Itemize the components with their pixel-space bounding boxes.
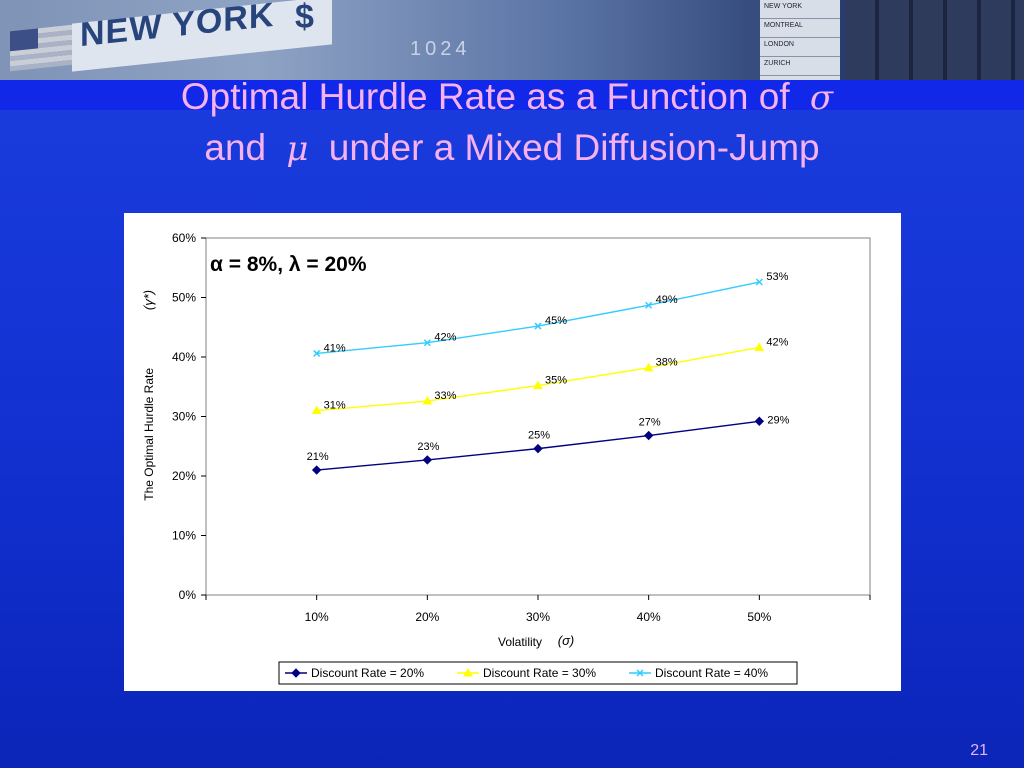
chart-panel: 0% 10% 20% 30% 40% 50% 60% 10% 20% 30% 40% 50% Volat… (124, 213, 901, 691)
series-2-point (754, 342, 765, 351)
x-tick-label: 30% (526, 610, 550, 624)
series-1-data-label: 23% (417, 441, 439, 453)
board-panels (845, 0, 1024, 80)
series-2-data-label: 42% (766, 336, 788, 348)
x-tick-label: 10% (305, 610, 329, 624)
mu-symbol: μ (286, 129, 309, 169)
x-tick-label: 40% (637, 610, 661, 624)
slide-title: Optimal Hurdle Rate as a Function of σ a… (0, 72, 1024, 174)
series-3-point (423, 339, 431, 347)
page-number: 21 (970, 742, 988, 759)
legend-marker-1 (291, 668, 301, 678)
series-2-data-label: 35% (545, 375, 567, 387)
board-digits: 1024 (410, 38, 471, 60)
departure-board: NEW YORK MONTREAL LONDON ZURICH (760, 0, 840, 80)
series-1-point (311, 465, 322, 475)
title-text-2: under a Mixed Diffusion-Jump (328, 127, 820, 168)
series-2-data-label: 33% (434, 390, 456, 402)
x-axis-symbol: (σ) (558, 633, 575, 648)
y-tick-label: 20% (172, 469, 196, 483)
y-tick-label: 60% (172, 231, 196, 245)
plot-area (205, 237, 871, 596)
series-1-point (643, 430, 654, 441)
x-tick-label: 50% (747, 610, 771, 624)
board-item: MONTREAL (760, 19, 840, 38)
line-chart: 0% 10% 20% 30% 40% 50% 60% 10% 20% 30% 40% 50% Volat… (141, 231, 871, 685)
legend-label-3: Discount Rate = 40% (655, 666, 768, 680)
x-tick-label: 20% (415, 610, 439, 624)
board-item: NEW YORK (760, 0, 840, 19)
y-tick-label: 50% (172, 291, 196, 305)
us-flag-image (10, 24, 72, 72)
y-tick-label: 40% (172, 350, 196, 364)
board-item: ZURICH (760, 57, 840, 76)
series-3-data-label: 42% (434, 332, 456, 344)
series-1-data-label: 27% (639, 417, 661, 429)
y-axis-symbol: (γ*) (141, 290, 156, 310)
chart-annotation: α = 8%, λ = 20% (210, 253, 367, 276)
series-3-point (313, 349, 321, 357)
series-2-point (533, 380, 543, 390)
series-1-point (754, 416, 765, 426)
series-3-data-label: 45% (545, 315, 567, 327)
series-1-data-label: 25% (528, 430, 550, 442)
legend-label-1: Discount Rate = 20% (311, 666, 424, 680)
y-tick-label: 0% (179, 588, 197, 602)
legend-marker-3 (636, 669, 644, 677)
series-3-point (534, 322, 542, 330)
header-photo-banner: NEW YORK $ 1024 NEW YORK MONTREAL LONDON… (0, 0, 1024, 80)
series-1-data-label: 29% (767, 414, 789, 426)
series-2-data-label: 31% (324, 400, 346, 412)
y-tick-label: 30% (172, 410, 196, 424)
title-text-1: Optimal Hurdle Rate as a Function of (180, 76, 790, 117)
y-tick-label: 10% (172, 529, 196, 543)
series-2-point (311, 405, 322, 415)
series-3-data-label: 49% (656, 294, 678, 306)
title-band (0, 80, 1024, 110)
series-1-data-label: 21% (307, 451, 329, 463)
series-2-data-label: 38% (656, 357, 678, 369)
title-and: and (204, 127, 267, 168)
series-2-point (422, 396, 433, 405)
legend-box (278, 661, 798, 685)
series-3-data-label: 41% (324, 342, 346, 354)
board-item: LONDON (760, 38, 840, 57)
series-2-point (643, 362, 654, 372)
dollar-sign: $ (295, 0, 314, 36)
legend-label-2: Discount Rate = 30% (483, 666, 596, 680)
series-1-point (533, 443, 543, 454)
legend-marker-2 (463, 667, 473, 677)
series-1-point (422, 455, 433, 465)
sigma-symbol: σ (809, 78, 834, 118)
x-axis-label: Volatility (498, 635, 542, 649)
series-3-point (755, 278, 763, 286)
series-3-data-label: 53% (766, 271, 788, 283)
y-axis-label: The Optimal Hurdle Rate (142, 368, 156, 501)
series-3-point (645, 301, 653, 309)
